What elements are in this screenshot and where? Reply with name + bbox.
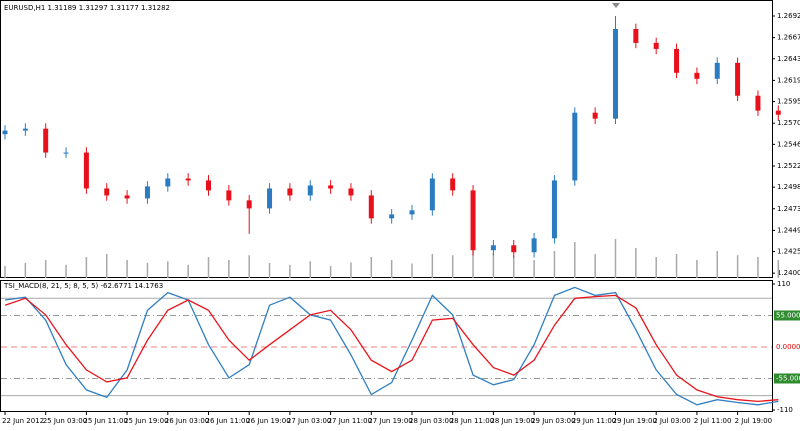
candle-body — [328, 185, 334, 189]
candle-body — [551, 180, 557, 239]
candle-body — [206, 180, 211, 191]
candle-body — [490, 245, 496, 251]
y-tick-label: 110 — [777, 280, 790, 288]
x-tick-label: 25 Jun 11:00 — [83, 417, 127, 425]
candle-body — [613, 28, 618, 119]
candle-body — [694, 72, 700, 79]
x-tick-label: 2 Jul 11:00 — [694, 417, 732, 425]
indicator-line — [4, 286, 779, 406]
y-tick-label: 0.00000 — [776, 343, 800, 351]
candle-body — [2, 130, 8, 135]
candle-body — [511, 245, 517, 253]
price-pane — [0, 0, 773, 278]
candle-body — [714, 62, 720, 79]
candle-body — [185, 178, 191, 181]
candle-body — [267, 188, 273, 209]
candle-body — [307, 185, 313, 196]
y-tick-label: 55.0000 — [776, 311, 800, 319]
x-tick-label: 25 Jun 03:00 — [43, 417, 87, 425]
candle-body — [653, 42, 659, 49]
candle-body — [43, 128, 49, 153]
candle-body — [531, 238, 537, 253]
y-tick-label: 1.26435 — [777, 55, 800, 63]
indicator-line — [4, 294, 779, 403]
candle-body — [226, 190, 232, 201]
indicator-title: TSI_MACD(8, 21, 5; 8, 5, 5) -62.6771 14.… — [3, 282, 163, 290]
x-tick-label: 2 Jul 19:00 — [735, 417, 773, 425]
candle-body — [104, 188, 110, 196]
candle-body — [144, 186, 150, 199]
x-tick-label: 27 Jun 03:00 — [287, 417, 331, 425]
y-tick-label: 1.26675 — [777, 34, 800, 42]
y-tick-label: -55.0000 — [776, 374, 800, 382]
x-tick-label: 29 Jun 19:00 — [613, 417, 657, 425]
x-tick-label: 28 Jun 19:00 — [490, 417, 534, 425]
x-tick-label: 25 Jun 19:00 — [124, 417, 168, 425]
y-tick-label: 1.24490 — [777, 226, 800, 234]
y-tick-label: 1.24005 — [777, 269, 800, 277]
candle-body — [572, 112, 578, 181]
y-tick-label: 1.25950 — [777, 98, 800, 106]
x-tick-label: 22 Jun 2012 — [2, 417, 44, 425]
level-label-bg — [774, 310, 800, 321]
y-tick-label: 1.25220 — [777, 162, 800, 170]
candle-body — [735, 62, 741, 96]
level-label-bg — [774, 341, 800, 352]
x-tick-label: 28 Jun 11:00 — [450, 417, 494, 425]
level-label-bg — [774, 373, 800, 384]
candle-body — [165, 178, 171, 187]
y-tick-label: 1.24250 — [777, 248, 800, 256]
candle-body — [633, 28, 639, 43]
candle-body — [246, 200, 252, 209]
candle-body — [592, 112, 598, 119]
candle-body — [124, 195, 130, 199]
y-tick-label: 1.25705 — [777, 119, 800, 127]
x-tick-label: 28 Jun 03:00 — [409, 417, 453, 425]
x-tick-label: 27 Jun 19:00 — [368, 417, 412, 425]
y-tick-label: 1.25465 — [777, 140, 800, 148]
candle-body — [63, 152, 69, 154]
candle-body — [409, 210, 415, 215]
x-tick-label: 27 Jun 11:00 — [328, 417, 372, 425]
candle-body — [83, 152, 89, 189]
candle-body — [470, 190, 476, 251]
x-tick-label: 26 Jun 11:00 — [206, 417, 250, 425]
candle-body — [368, 195, 374, 219]
y-tick-label: 1.24980 — [777, 183, 800, 191]
x-tick-label: 29 Jun 03:00 — [531, 417, 575, 425]
candle-body — [674, 48, 680, 73]
candle-body — [755, 95, 761, 111]
x-tick-label: 29 Jun 11:00 — [572, 417, 616, 425]
y-tick-label: -110 — [777, 406, 793, 414]
x-tick-label: 26 Jun 03:00 — [165, 417, 209, 425]
y-tick-label: 1.26920 — [777, 12, 800, 20]
x-tick-label: 26 Jun 19:00 — [246, 417, 290, 425]
x-tick-label: 2 Jul 03:00 — [653, 417, 691, 425]
y-tick-label: 1.26190 — [777, 76, 800, 84]
y-tick-label: 1.24735 — [777, 205, 800, 213]
candle-body — [348, 188, 354, 196]
candle-body — [22, 128, 28, 131]
candle-body — [389, 214, 395, 219]
peak-marker — [612, 3, 620, 8]
candle-body — [450, 178, 456, 191]
price-title: EURUSD,H1 1.31189 1.31297 1.31177 1.3128… — [4, 4, 170, 12]
candle-body — [429, 178, 435, 211]
candle-body — [775, 110, 781, 115]
candle-body — [287, 188, 293, 196]
